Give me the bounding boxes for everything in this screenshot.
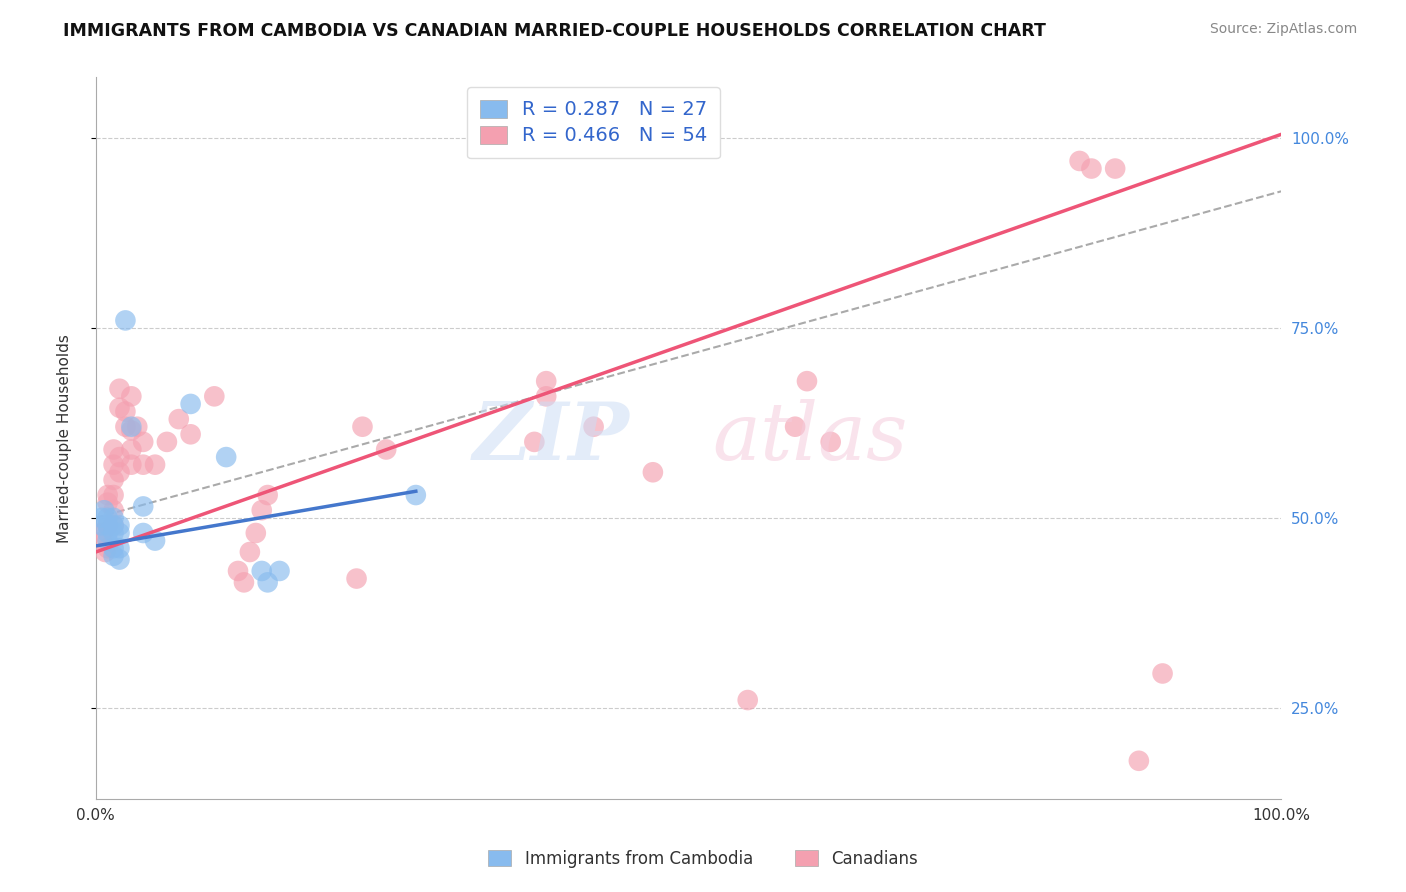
Point (108, 401, 131, 415)
Point (1069, 153, 1091, 168)
Point (127, 419, 149, 434)
Point (226, 564, 249, 578)
Point (108, 450, 131, 464)
Point (103, 541, 125, 556)
Point (523, 434, 546, 449)
Point (108, 552, 131, 566)
Point (108, 382, 131, 396)
Point (103, 503, 125, 517)
Point (103, 549, 125, 563)
Point (97, 518, 120, 533)
Point (1152, 666, 1174, 681)
Point (103, 458, 125, 472)
Legend: Immigrants from Cambodia, Canadians: Immigrants from Cambodia, Canadians (481, 844, 925, 875)
Point (120, 419, 142, 434)
Point (120, 389, 142, 403)
Point (97, 541, 120, 556)
Point (103, 526, 125, 541)
Point (108, 526, 131, 541)
Point (108, 465, 131, 479)
Point (180, 397, 202, 411)
Point (103, 442, 125, 457)
Point (93, 503, 115, 517)
Point (114, 404, 136, 418)
Point (97, 533, 120, 548)
Text: atlas: atlas (713, 400, 907, 477)
Point (1128, 754, 1150, 768)
Point (785, 419, 807, 434)
Text: ZIP: ZIP (472, 400, 628, 477)
Point (352, 419, 374, 434)
Point (346, 572, 368, 586)
Point (156, 434, 179, 449)
Point (103, 488, 125, 502)
Point (737, 693, 759, 707)
Point (239, 545, 262, 559)
Point (245, 526, 267, 541)
Point (97, 488, 120, 502)
Point (1080, 161, 1102, 176)
Point (108, 541, 131, 556)
Point (534, 374, 557, 388)
Point (103, 518, 125, 533)
Point (132, 458, 155, 472)
Point (114, 313, 136, 327)
Point (167, 412, 190, 426)
Point (108, 518, 131, 533)
Point (120, 442, 142, 457)
Point (103, 511, 125, 525)
Point (132, 434, 155, 449)
Point (97, 511, 120, 525)
Point (180, 427, 202, 442)
Point (250, 564, 273, 578)
Point (120, 424, 142, 438)
Point (233, 575, 256, 590)
Point (215, 450, 238, 464)
Point (405, 488, 427, 502)
Point (1104, 161, 1126, 176)
Point (90, 518, 112, 533)
Point (256, 575, 278, 590)
Point (820, 434, 842, 449)
Point (534, 389, 557, 403)
Point (202, 389, 225, 403)
Text: Source: ZipAtlas.com: Source: ZipAtlas.com (1209, 22, 1357, 37)
Legend: R = 0.287   N = 27, R = 0.466   N = 54: R = 0.287 N = 27, R = 0.466 N = 54 (467, 87, 720, 159)
Point (97, 495, 120, 509)
Point (796, 374, 818, 388)
Point (250, 503, 273, 517)
Point (120, 458, 142, 472)
Y-axis label: Married-couple Households: Married-couple Households (58, 334, 72, 542)
Point (143, 458, 166, 472)
Point (114, 419, 136, 434)
Point (94, 545, 117, 559)
Point (90, 511, 112, 525)
Point (641, 465, 664, 479)
Point (90, 526, 112, 541)
Point (256, 488, 278, 502)
Point (582, 419, 605, 434)
Point (143, 533, 166, 548)
Text: IMMIGRANTS FROM CAMBODIA VS CANADIAN MARRIED-COUPLE HOUSEHOLDS CORRELATION CHART: IMMIGRANTS FROM CAMBODIA VS CANADIAN MAR… (63, 22, 1046, 40)
Point (375, 442, 398, 457)
Point (269, 564, 291, 578)
Point (97, 518, 120, 533)
Point (93, 533, 115, 548)
Point (132, 526, 155, 541)
Point (97, 526, 120, 541)
Point (103, 518, 125, 533)
Point (132, 500, 155, 514)
Point (103, 473, 125, 487)
